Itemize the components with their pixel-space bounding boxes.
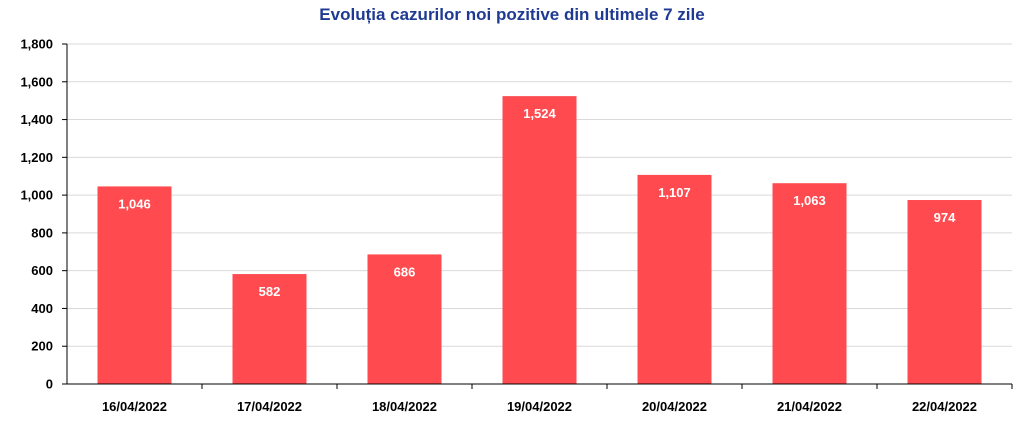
bar — [367, 254, 442, 384]
bar — [637, 174, 712, 384]
x-category-label: 22/04/2022 — [912, 399, 977, 414]
y-tick-label: 400 — [31, 301, 53, 316]
x-category-label: 16/04/2022 — [102, 399, 167, 414]
y-tick-label: 1,800 — [20, 37, 53, 52]
y-tick-label: 0 — [46, 377, 53, 392]
data-label: 686 — [394, 264, 416, 279]
x-category-label: 20/04/2022 — [642, 399, 707, 414]
bar — [232, 274, 307, 384]
chart-title: Evoluția cazurilor noi pozitive din ulti… — [319, 5, 705, 24]
bar — [97, 186, 172, 384]
y-tick-label: 800 — [31, 225, 53, 240]
y-tick-label: 200 — [31, 339, 53, 354]
bar — [772, 183, 847, 384]
y-tick-label: 1,200 — [20, 150, 53, 165]
axes — [62, 43, 1013, 389]
labels: 0 200 400 600 800 1,000 1,200 1,400 1,600 1,800 16… — [20, 37, 977, 415]
data-label: 582 — [259, 284, 281, 299]
x-category-label: 17/04/2022 — [237, 399, 302, 414]
data-label: 1,524 — [523, 106, 556, 121]
y-tick-label: 1,400 — [20, 112, 53, 127]
data-label: 974 — [934, 210, 956, 225]
bar — [502, 96, 577, 384]
y-tick-label: 1,000 — [20, 188, 53, 203]
data-label: 1,107 — [658, 185, 691, 200]
x-category-label: 21/04/2022 — [777, 399, 842, 414]
data-label: 1,046 — [118, 196, 151, 211]
bar — [907, 200, 982, 384]
y-tick-label: 1,600 — [20, 74, 53, 89]
y-tick-label: 600 — [31, 263, 53, 278]
data-label: 1,063 — [793, 193, 826, 208]
x-category-label: 19/04/2022 — [507, 399, 572, 414]
bars — [97, 96, 982, 384]
x-category-label: 18/04/2022 — [372, 399, 437, 414]
